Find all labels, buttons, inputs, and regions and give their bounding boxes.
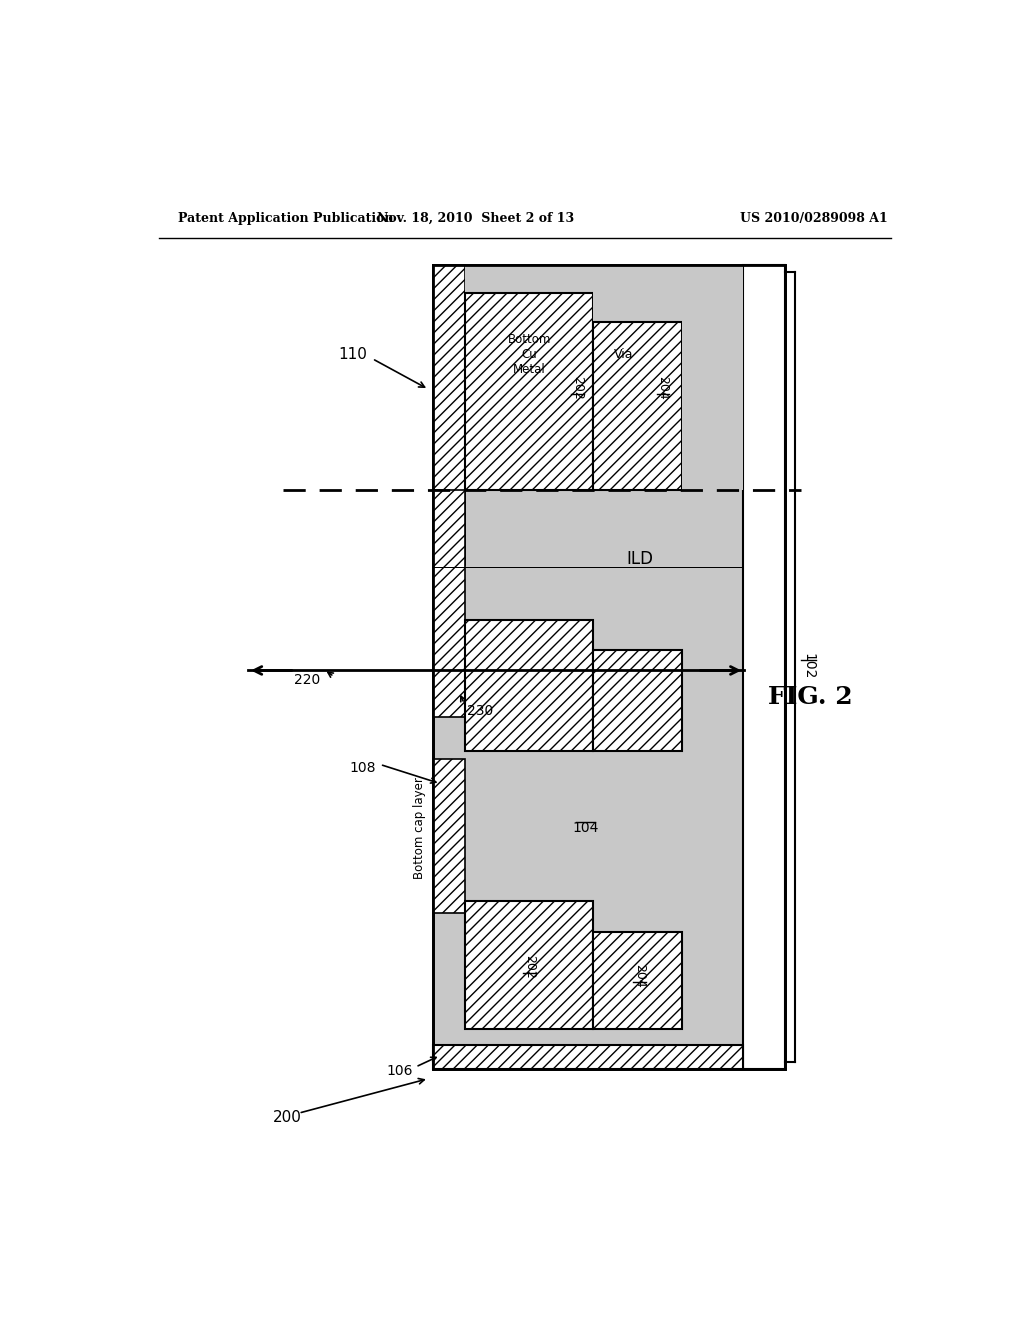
Text: Nov. 18, 2010  Sheet 2 of 13: Nov. 18, 2010 Sheet 2 of 13 [377, 213, 573, 224]
Text: 102: 102 [802, 653, 815, 680]
Text: 110: 110 [338, 347, 367, 362]
Bar [465, 293, 593, 490]
Text: 204: 204 [656, 376, 670, 400]
Text: 106: 106 [387, 1064, 414, 1078]
Text: 202: 202 [571, 376, 584, 400]
Text: Patent Application Publication: Patent Application Publication [178, 213, 394, 224]
Bar [432, 264, 785, 1069]
Bar [593, 322, 682, 490]
Text: FIG. 2: FIG. 2 [768, 685, 852, 709]
Text: US 2010/0289098 A1: US 2010/0289098 A1 [740, 213, 888, 224]
Text: 204: 204 [633, 965, 646, 987]
Text: 230: 230 [467, 705, 493, 718]
Text: 200: 200 [272, 1110, 301, 1125]
Bar [465, 264, 593, 293]
Text: 220: 220 [294, 673, 321, 688]
Text: 104: 104 [572, 821, 598, 836]
Bar [593, 264, 682, 322]
Text: Via: Via [614, 348, 634, 362]
Bar [593, 932, 682, 1028]
Bar [742, 264, 785, 1069]
Text: 202: 202 [523, 956, 536, 978]
Text: ILD: ILD [626, 550, 653, 568]
Bar [593, 649, 682, 751]
Bar [432, 1045, 742, 1069]
Bar [432, 566, 742, 568]
Bar [682, 264, 742, 490]
Text: Bottom cap layer: Bottom cap layer [414, 777, 426, 879]
Bar [432, 264, 785, 1069]
Bar [465, 902, 593, 1028]
Text: Bottom
Cu
Metal: Bottom Cu Metal [508, 333, 551, 376]
Bar [432, 759, 465, 913]
Bar [432, 264, 465, 565]
Bar [432, 490, 465, 717]
Text: 108: 108 [349, 762, 376, 775]
Bar [465, 620, 593, 751]
